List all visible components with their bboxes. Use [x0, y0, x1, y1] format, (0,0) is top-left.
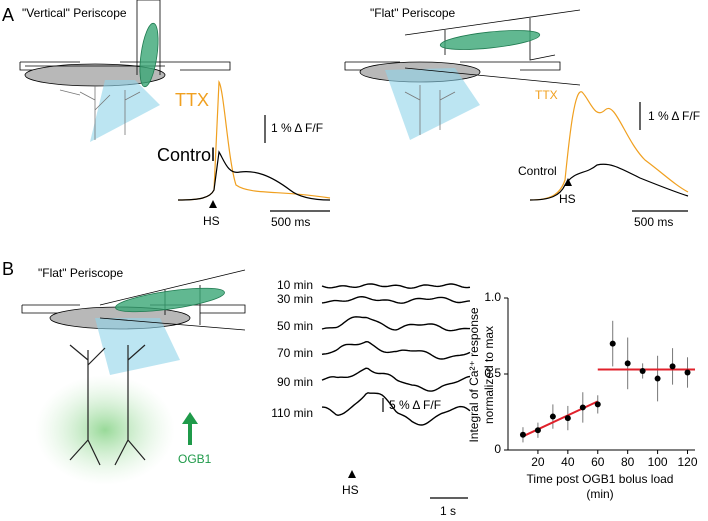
point [624, 360, 631, 367]
scale-y: 1 % Δ F/F [271, 121, 323, 135]
vertical-periscope-diagram [19, 0, 231, 142]
point [594, 401, 601, 408]
diagram-title: "Vertical" Periscope [22, 6, 127, 20]
time-label: 90 min [277, 375, 313, 389]
y-axis-label: normalized to max [482, 326, 496, 424]
scale-x: 1 s [440, 504, 456, 518]
point [639, 367, 646, 374]
trace [321, 367, 471, 392]
point [534, 427, 541, 434]
x-tick-label: 100 [648, 455, 668, 469]
traces-b [321, 283, 471, 426]
stim-label: HS [203, 214, 220, 228]
x-tick-label: 80 [621, 455, 635, 469]
control-label: Control [157, 145, 215, 165]
stim-marker [348, 470, 356, 478]
control-label: Control [518, 164, 557, 178]
point [654, 375, 661, 382]
time-label: 50 min [277, 319, 313, 333]
diagram-title: "Flat" Periscope [370, 6, 456, 20]
trace [321, 295, 471, 304]
flat-periscope-diagram-b [21, 269, 246, 485]
trace [321, 392, 471, 426]
scale-x: 500 ms [634, 215, 673, 229]
scale-x: 500 ms [271, 215, 310, 229]
point [684, 369, 691, 376]
stim-marker [209, 200, 217, 208]
point [549, 413, 556, 420]
x-tick-label: 20 [531, 455, 545, 469]
y-tick-label: 0 [494, 442, 501, 456]
flat-periscope-diagram [344, 9, 581, 140]
x-tick-label: 40 [561, 455, 575, 469]
scale-y: 5 % Δ F/F [389, 398, 441, 412]
y-axis-label: Integral of Ca²⁺ response [467, 307, 481, 442]
scatter-chart: 0 0.5 1.0 20 40 60 80 100 120 Integral of Ca²⁺ re… [467, 290, 698, 501]
x-tick-label: 60 [591, 455, 605, 469]
diagram-title: "Flat" Periscope [38, 266, 124, 280]
time-label: 70 min [277, 346, 313, 360]
x-axis-label: (min) [586, 487, 613, 501]
point [519, 431, 526, 438]
traces-a [177, 80, 689, 499]
stim-label: HS [559, 192, 576, 206]
ttx-label: TTX [175, 90, 209, 110]
x-tick-label: 120 [678, 455, 698, 469]
time-label: 30 min [277, 292, 313, 306]
scale-y: 1 % Δ F/F [648, 109, 700, 123]
panel-label: B [2, 259, 14, 279]
point [564, 415, 571, 422]
y-tick-label: 1.0 [484, 290, 501, 304]
trace [321, 316, 470, 332]
point [579, 404, 586, 411]
dye-label: OGB1 [178, 452, 212, 466]
trace [321, 283, 471, 289]
fit-line [522, 400, 599, 438]
trace [321, 340, 471, 360]
ttx-label: TTX [535, 88, 558, 102]
time-label: 110 min [271, 406, 313, 420]
stim-marker [564, 178, 572, 186]
point [609, 340, 616, 347]
stim-label: HS [342, 483, 359, 497]
x-axis-label: Time post OGB1 bolus load [527, 472, 674, 486]
y-tick-label: 0.5 [484, 366, 501, 380]
point [669, 363, 676, 370]
time-label: 10 min [277, 278, 313, 292]
panel-label: A [2, 5, 14, 25]
